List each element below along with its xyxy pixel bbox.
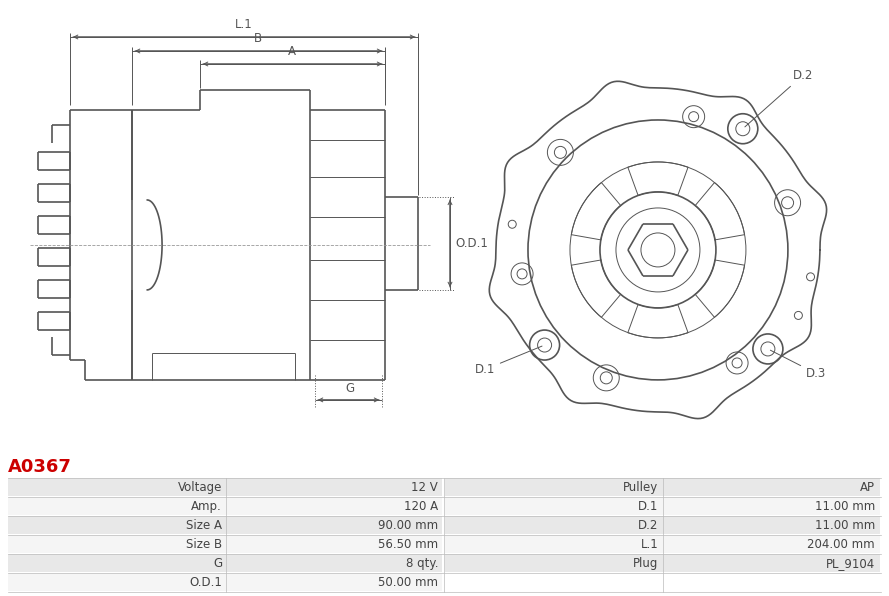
Text: 8 qty.: 8 qty. bbox=[405, 557, 438, 570]
Text: 120 A: 120 A bbox=[404, 500, 438, 513]
Text: G: G bbox=[346, 382, 355, 395]
Text: 56.50 mm: 56.50 mm bbox=[378, 538, 438, 551]
Text: 12 V: 12 V bbox=[412, 481, 438, 494]
FancyBboxPatch shape bbox=[8, 517, 442, 535]
Text: Size B: Size B bbox=[186, 538, 222, 551]
Text: Amp.: Amp. bbox=[191, 500, 222, 513]
Text: O.D.1: O.D.1 bbox=[189, 576, 222, 589]
Text: D.2: D.2 bbox=[638, 519, 659, 532]
FancyBboxPatch shape bbox=[8, 535, 442, 554]
Text: L.1: L.1 bbox=[641, 538, 659, 551]
Text: A0367: A0367 bbox=[8, 458, 72, 476]
FancyBboxPatch shape bbox=[445, 554, 880, 573]
Text: 50.00 mm: 50.00 mm bbox=[378, 576, 438, 589]
Text: Pulley: Pulley bbox=[623, 481, 659, 494]
FancyBboxPatch shape bbox=[445, 517, 880, 535]
Text: A: A bbox=[288, 45, 296, 58]
Text: Plug: Plug bbox=[633, 557, 659, 570]
Text: D.1: D.1 bbox=[638, 500, 659, 513]
Text: 11.00 mm: 11.00 mm bbox=[814, 500, 875, 513]
FancyBboxPatch shape bbox=[445, 498, 880, 516]
Text: B: B bbox=[254, 32, 262, 45]
Text: D.3: D.3 bbox=[771, 350, 826, 380]
Text: Voltage: Voltage bbox=[178, 481, 222, 494]
FancyBboxPatch shape bbox=[445, 479, 880, 496]
Text: L.1: L.1 bbox=[236, 18, 253, 31]
FancyBboxPatch shape bbox=[8, 479, 442, 496]
FancyBboxPatch shape bbox=[8, 573, 442, 591]
Text: PL_9104: PL_9104 bbox=[826, 557, 875, 570]
Text: Size A: Size A bbox=[186, 519, 222, 532]
Text: O.D.1: O.D.1 bbox=[455, 237, 488, 250]
Text: D.2: D.2 bbox=[745, 69, 813, 127]
FancyBboxPatch shape bbox=[445, 535, 880, 554]
FancyBboxPatch shape bbox=[8, 554, 442, 573]
Text: G: G bbox=[212, 557, 222, 570]
Text: 90.00 mm: 90.00 mm bbox=[378, 519, 438, 532]
Text: D.1: D.1 bbox=[475, 346, 542, 376]
FancyBboxPatch shape bbox=[8, 498, 442, 516]
Text: 204.00 mm: 204.00 mm bbox=[807, 538, 875, 551]
Text: 11.00 mm: 11.00 mm bbox=[814, 519, 875, 532]
Text: AP: AP bbox=[860, 481, 875, 494]
